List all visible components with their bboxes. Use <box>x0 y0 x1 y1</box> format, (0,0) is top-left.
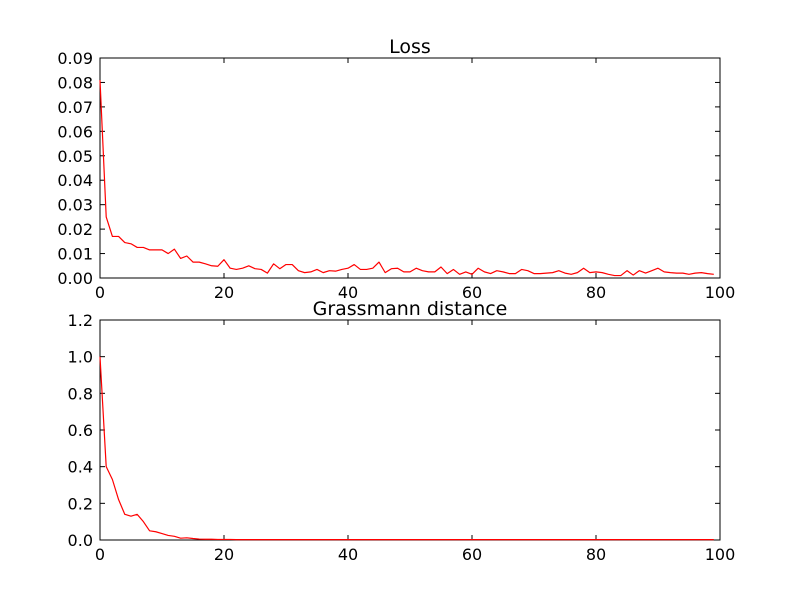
loss-xtick-label: 0 <box>95 283 105 302</box>
loss-ytick-label: 0.07 <box>57 98 93 117</box>
loss-ytick-label: 0.01 <box>57 245 93 264</box>
grassmann-distance-ytick-label: 1.2 <box>68 311 93 330</box>
grassmann-distance-xtick-label: 60 <box>462 545 482 564</box>
loss-xtick-label: 80 <box>586 283 606 302</box>
loss-xtick-label: 20 <box>214 283 234 302</box>
loss-ytick-label: 0.02 <box>57 220 93 239</box>
grassmann-distance-title: Grassmann distance <box>313 298 508 320</box>
loss-ytick-label: 0.06 <box>57 122 93 141</box>
loss-subplot: Loss 0 20 40 60 80 100 0.00 0.01 0.02 0.03 0.04 0.0… <box>57 36 735 302</box>
loss-ytick-label: 0.05 <box>57 147 93 166</box>
loss-title: Loss <box>389 36 431 58</box>
grassmann-distance-xtick-label: 20 <box>214 545 234 564</box>
loss-ytick-label: 0.04 <box>57 171 93 190</box>
grassmann-distance-ytick-label: 0.6 <box>68 421 93 440</box>
loss-ytick-label: 0.09 <box>57 49 93 68</box>
loss-series-line <box>99 79 714 277</box>
grassmann-distance-ytick-label: 0.4 <box>68 458 93 477</box>
loss-axes-frame <box>99 57 721 279</box>
loss-ytick-label: 0.08 <box>57 73 93 92</box>
grassmann-distance-xtick-label: 0 <box>95 545 105 564</box>
loss-ytick-label: 0.00 <box>57 269 93 288</box>
grassmann-distance-ytick-label: 0.2 <box>68 494 93 513</box>
grassmann-distance-ytick-label: 0.0 <box>68 531 93 550</box>
loss-xtick-label: 40 <box>338 283 358 302</box>
loss-xtick-label: 100 <box>705 283 736 302</box>
grassmann-distance-xtick-label: 100 <box>705 545 736 564</box>
grassmann-distance-ytick-label: 0.8 <box>68 384 93 403</box>
grassmann-distance-ytick-label: 1.0 <box>68 348 93 367</box>
grassmann-distance-xtick-label: 80 <box>586 545 606 564</box>
grassmann-distance-subplot: Grassmann distance 0 20 40 60 80 100 0.0 0.2 0.4… <box>68 298 736 564</box>
loss-xtick-label: 60 <box>462 283 482 302</box>
grassmann-distance-series-line <box>99 356 714 541</box>
loss-ytick-label: 0.03 <box>57 196 93 215</box>
grassmann-distance-xtick-label: 40 <box>338 545 358 564</box>
